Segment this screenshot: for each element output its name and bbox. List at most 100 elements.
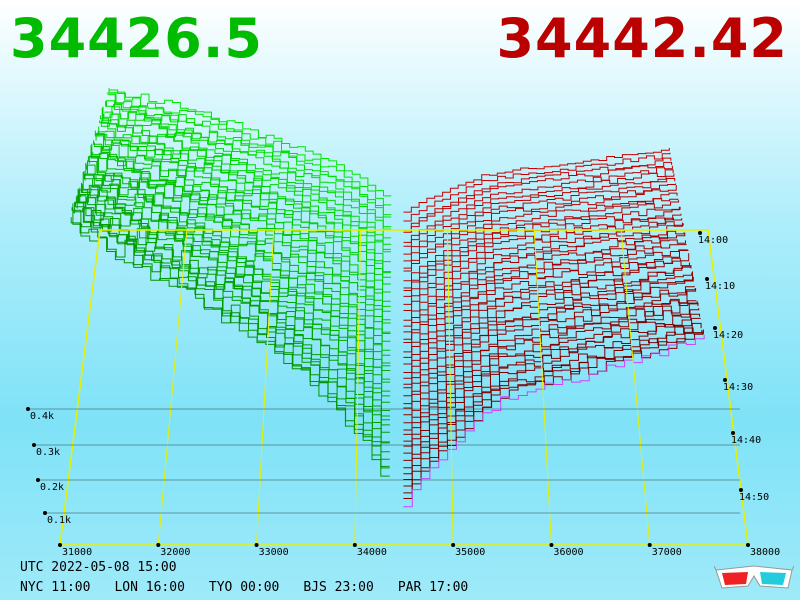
ask-depth-line	[403, 288, 696, 431]
y-tick-mark	[36, 478, 40, 482]
x-tick-label: 38000	[750, 547, 780, 558]
y-tick-label: 0.3k	[36, 447, 60, 458]
bid-depth-line	[79, 187, 390, 417]
timezone-clock: NYC 11:00	[20, 580, 91, 595]
grid-line	[620, 229, 651, 546]
time-tick-label: 14:50	[739, 492, 769, 503]
x-axis-ticks: 31000 32000 33000 34000 35000 36000 37000 38000	[58, 543, 780, 558]
ask-depth-line	[403, 265, 692, 397]
bid-depth-line	[80, 184, 391, 411]
bid-depth-line	[96, 133, 391, 293]
time-tick-mark	[723, 378, 727, 382]
grid-line	[59, 229, 101, 546]
ask-depth-line	[403, 276, 694, 416]
bid-depth-line	[87, 160, 391, 364]
bid-depth-line	[93, 140, 391, 321]
grid-line	[354, 229, 362, 546]
bid-depth-line	[94, 130, 391, 307]
ask-depth-lines	[403, 148, 705, 508]
grid-line	[256, 229, 275, 546]
bid-depth-line	[100, 120, 391, 263]
utc-time: UTC 2022-05-08 15:00	[20, 560, 177, 575]
x-tick-mark	[451, 543, 456, 547]
ask-depth-line	[403, 308, 700, 461]
ask-depth-line	[403, 253, 690, 379]
y-tick-label: 0.1k	[47, 515, 71, 526]
x-tick-label: 32000	[160, 547, 190, 558]
x-tick-label: 33000	[259, 547, 289, 558]
bid-depth-line	[109, 89, 392, 197]
time-tick-label: 14:00	[698, 235, 728, 246]
ask-depth-line	[403, 198, 679, 289]
bid-depth-lines	[70, 88, 392, 477]
x-tick-label: 34000	[357, 547, 387, 558]
y-tick-mark	[43, 511, 47, 515]
grid-line	[533, 229, 552, 546]
ask-depth-line	[403, 206, 681, 305]
timezone-clock: LON 16:00	[114, 580, 185, 595]
y-tick-label: 0.4k	[30, 411, 54, 422]
bid-depth-line	[99, 115, 391, 273]
grid-line	[446, 229, 454, 546]
ask-depth-line	[403, 161, 673, 233]
ask-depth-line	[403, 148, 670, 213]
bid-depth-line	[99, 120, 391, 274]
x-tick-mark	[156, 543, 161, 547]
x-tick-label: 31000	[62, 547, 92, 558]
y-tick-mark	[32, 443, 36, 447]
ask-depth-line	[403, 265, 691, 389]
timezone-clock: BJS 23:00	[303, 580, 374, 595]
ask-depth-line	[403, 213, 682, 311]
x-tick-label: 36000	[553, 547, 583, 558]
x-tick-mark	[746, 543, 750, 547]
bid-depth-line	[104, 110, 392, 239]
ask-depth-line	[403, 327, 703, 487]
bid-depth-line	[78, 189, 390, 421]
bid-depth-line	[70, 217, 390, 477]
time-tick-label: 14:20	[713, 330, 743, 341]
time-tick-label: 14:40	[731, 435, 761, 446]
y-axis-ticks: 0.1k 0.2k 0.3k 0.4k	[26, 407, 740, 526]
ask-depth-line	[403, 288, 697, 435]
timezone-clocks: NYC 11:00 LON 16:00 TYO 00:00 BJS 23:00 PAR …	[20, 580, 492, 595]
bid-depth-line	[108, 88, 392, 206]
ask-depth-line	[403, 223, 684, 333]
bid-depth-line	[93, 142, 391, 312]
bid-depth-line	[106, 92, 392, 218]
3d-glasses-icon[interactable]	[714, 562, 794, 592]
timezone-clock: PAR 17:00	[397, 580, 469, 595]
bid-depth-line	[75, 202, 390, 444]
x-tick-label: 35000	[455, 547, 485, 558]
ask-depth-line	[403, 152, 671, 222]
ask-depth-line	[403, 200, 680, 291]
bid-depth-line	[84, 173, 391, 380]
x-tick-label: 37000	[652, 547, 682, 558]
ask-depth-line	[403, 302, 699, 454]
ask-depth-line	[403, 173, 675, 255]
ask-price: 34442.42	[496, 7, 788, 70]
ask-depth-line	[403, 165, 673, 243]
x-tick-mark	[647, 543, 652, 547]
ask-depth-line	[403, 249, 688, 365]
ask-depth-line	[403, 169, 674, 247]
grid-line	[707, 229, 749, 546]
bid-depth-line	[88, 155, 391, 351]
time-tick-mark	[739, 488, 743, 492]
bid-price: 34426.5	[10, 7, 263, 70]
ask-depth-line	[403, 331, 704, 494]
y-tick-mark	[26, 407, 30, 411]
bid-depth-line	[107, 94, 392, 216]
ask-depth-line	[403, 185, 677, 272]
bid-depth-line	[87, 156, 391, 356]
time-tick-label: 14:10	[705, 281, 735, 292]
ask-depth-line	[403, 334, 705, 508]
x-tick-mark	[352, 543, 357, 547]
chart-grid	[59, 229, 749, 546]
time-tick-label: 14:30	[723, 382, 753, 393]
x-tick-mark	[58, 543, 62, 547]
x-tick-mark	[254, 543, 259, 547]
time-tick-mark	[731, 431, 735, 435]
bid-depth-line	[90, 145, 391, 334]
ask-depth-line	[403, 192, 678, 282]
